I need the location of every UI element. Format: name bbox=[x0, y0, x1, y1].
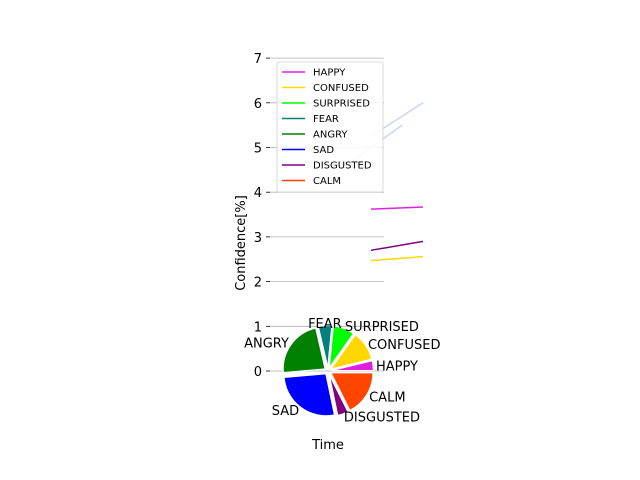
series-line-happy bbox=[370, 206, 424, 210]
legend-label-sad: SAD bbox=[313, 145, 334, 156]
y-tick-label: 7 bbox=[254, 52, 262, 67]
legend-label-fear: FEAR bbox=[313, 114, 339, 125]
pie-label-calm: CALM bbox=[369, 390, 405, 405]
y-tick-label: 2 bbox=[254, 276, 262, 291]
pie-label-disgusted: DISGUSTED bbox=[344, 411, 420, 426]
pie-label-happy: HAPPY bbox=[376, 359, 418, 374]
pie-slice-angry bbox=[282, 327, 326, 374]
pie-label-fear: FEAR bbox=[308, 317, 342, 332]
legend-label-confused: CONFUSED bbox=[313, 83, 369, 94]
legend: HAPPY CONFUSED SURPRISED FEAR ANGRY SAD DISGUS… bbox=[276, 61, 384, 193]
y-tick-label: 1 bbox=[254, 320, 262, 335]
y-tick-label: 5 bbox=[254, 142, 262, 157]
legend-box bbox=[276, 61, 384, 193]
pie-slice-fear bbox=[317, 324, 333, 368]
pie-slice-disgusted bbox=[328, 374, 349, 417]
legend-label-happy: HAPPY bbox=[313, 68, 346, 79]
legend-label-angry: ANGRY bbox=[313, 130, 348, 141]
pie-label-sad: SAD bbox=[272, 404, 299, 419]
y-tick-label: 3 bbox=[254, 231, 262, 246]
y-tick-label: 4 bbox=[254, 186, 262, 201]
pie-label-surprised: SURPRISED bbox=[345, 320, 419, 335]
y-tick-label: 6 bbox=[254, 97, 262, 112]
legend-label-calm: CALM bbox=[313, 176, 341, 187]
y-tick-label: 0 bbox=[254, 365, 262, 380]
pie-slice-calm bbox=[330, 372, 374, 412]
pie-slice-sad bbox=[283, 373, 336, 417]
series-lines bbox=[370, 206, 424, 262]
pie-label-confused: CONFUSED bbox=[368, 338, 441, 353]
pie-slice-surprised bbox=[328, 325, 355, 370]
x-axis-label: Time bbox=[311, 438, 344, 453]
series-line-disgusted bbox=[370, 240, 424, 252]
y-axis-ticks: 0 1 2 3 4 5 6 7 bbox=[254, 52, 270, 380]
y-axis-label: Confidence[%] bbox=[234, 195, 249, 291]
legend-label-disgusted: DISGUSTED bbox=[313, 161, 372, 172]
pie-slice-happy bbox=[331, 359, 375, 372]
legend-label-surprised: SURPRISED bbox=[313, 99, 370, 110]
pie-slice-confused bbox=[329, 333, 373, 370]
pie-label-angry: ANGRY bbox=[244, 337, 289, 352]
series-line-confused bbox=[370, 255, 424, 262]
